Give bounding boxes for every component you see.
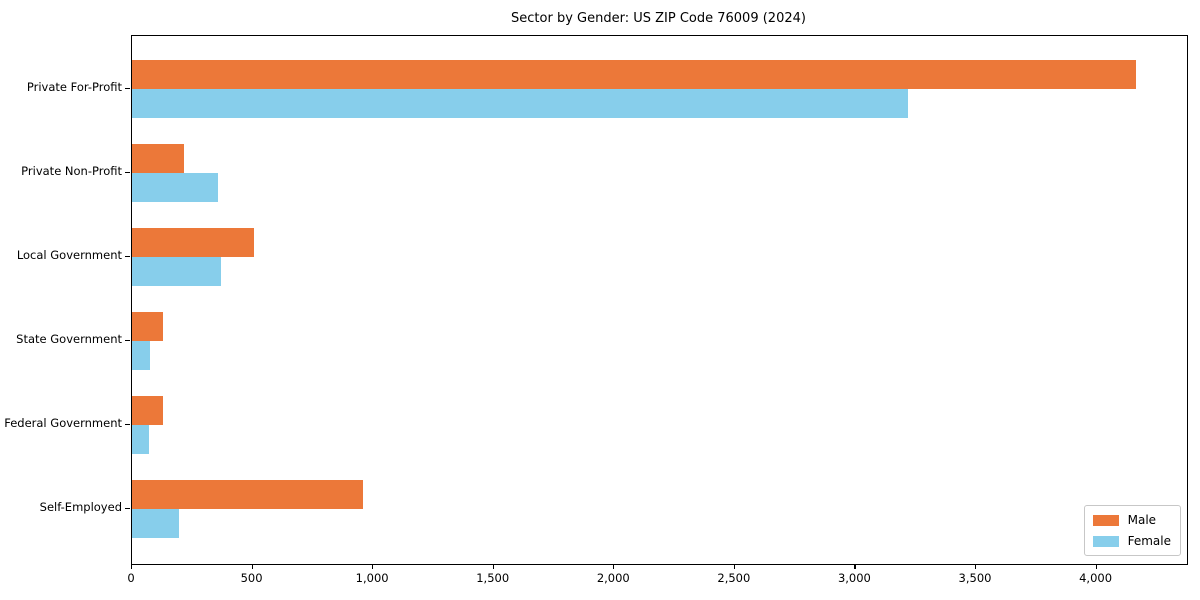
x-axis-tick: [613, 564, 615, 569]
x-axis-label: 0: [127, 571, 135, 585]
x-axis-label: 2,000: [596, 571, 630, 585]
y-axis-tick: [125, 340, 130, 342]
x-axis-tick: [733, 564, 736, 569]
y-axis-label: Private Non-Profit: [21, 164, 122, 178]
x-axis-tick: [251, 564, 253, 569]
legend-label-female: Female: [1127, 534, 1171, 548]
x-axis-label: 1,000: [355, 571, 389, 585]
legend-swatch-female: [1092, 535, 1119, 547]
bar-female: [132, 509, 180, 538]
legend-entry-male: Male: [1092, 513, 1171, 527]
bar-male: [132, 312, 164, 341]
legend: Male Female: [1083, 505, 1181, 556]
x-axis-label: 500: [240, 571, 263, 585]
x-axis-tick: [492, 564, 494, 569]
x-axis-tick: [1095, 564, 1097, 569]
y-axis-label: Private For-Profit: [26, 80, 122, 94]
bar-female: [132, 89, 909, 118]
x-axis-tick: [372, 564, 374, 569]
bar-female: [132, 257, 222, 286]
bar-female: [132, 173, 218, 202]
x-axis-label: 1,500: [476, 571, 510, 585]
y-axis-tick: [125, 172, 130, 174]
x-axis-label: 3,500: [958, 571, 992, 585]
x-axis-label: 2,500: [717, 571, 751, 585]
legend-swatch-male: [1092, 514, 1119, 526]
x-axis-label: 3,000: [837, 571, 871, 585]
y-axis-label: Self-Employed: [39, 500, 122, 514]
y-axis-label: Local Government: [16, 248, 122, 262]
legend-entry-female: Female: [1092, 534, 1171, 548]
x-axis-tick: [131, 564, 133, 569]
chart-title: Sector by Gender: US ZIP Code 76009 (202…: [511, 11, 806, 26]
y-axis-label: State Government: [16, 332, 122, 346]
bar-female: [132, 341, 151, 370]
bar-male: [132, 228, 254, 257]
bar-male: [132, 60, 1137, 89]
x-axis-tick: [975, 564, 977, 569]
bar-male: [132, 480, 364, 509]
plot-area: Male Female: [131, 35, 1188, 565]
y-axis-tick: [125, 508, 130, 510]
legend-label-male: Male: [1127, 513, 1157, 527]
x-axis-tick: [854, 564, 856, 569]
y-axis-label: Federal Government: [4, 416, 122, 430]
y-axis-tick: [125, 256, 130, 258]
x-axis-label: 4,000: [1079, 571, 1113, 585]
y-axis-tick: [125, 424, 130, 426]
bar-female: [132, 425, 150, 454]
bar-male: [132, 396, 164, 425]
bar-male: [132, 144, 184, 173]
y-axis-tick: [125, 88, 130, 90]
